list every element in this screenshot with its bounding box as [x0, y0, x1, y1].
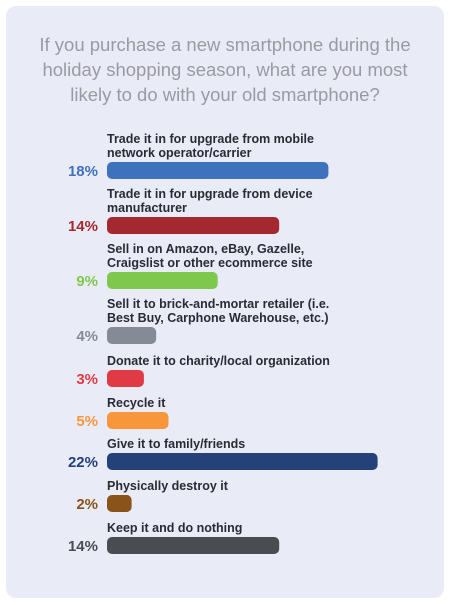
category-label: Physically destroy it — [107, 479, 229, 493]
bar-row: Physically destroy it 2% — [76, 479, 228, 513]
bar-row: Sell in on Amazon, eBay, Gazelle,Craigsl… — [76, 242, 312, 290]
bar-row: Sell it to brick-and-mortar retailer (i.… — [76, 297, 329, 345]
value-label: 9% — [76, 273, 98, 290]
bar — [107, 162, 329, 179]
category-label: Sell in on Amazon, eBay, Gazelle, — [107, 242, 304, 256]
value-label: 5% — [76, 413, 98, 430]
bar — [107, 453, 378, 470]
bar — [107, 537, 280, 554]
value-label: 22% — [68, 454, 98, 471]
bar — [107, 412, 169, 429]
value-label: 14% — [68, 218, 98, 235]
category-label: Craigslist or other ecommerce site — [107, 256, 313, 270]
bar — [107, 327, 157, 344]
bar-row: Donate it to charity/local organization 3… — [76, 354, 330, 388]
bar — [107, 217, 280, 234]
category-label: manufacturer — [107, 201, 187, 215]
category-label: network operator/carrier — [107, 146, 252, 160]
bar — [107, 495, 132, 512]
value-label: 2% — [76, 496, 98, 513]
bar-row: Recycle it 5% — [76, 396, 169, 430]
category-label: Trade it in for upgrade from device — [107, 187, 313, 201]
category-label: Give it to family/friends — [107, 437, 245, 451]
value-label: 14% — [68, 538, 98, 555]
category-label: Donate it to charity/local organization — [107, 354, 330, 368]
chart-title: If you purchase a new smartphone during … — [39, 34, 411, 105]
category-label: Best Buy, Carphone Warehouse, etc.) — [107, 311, 329, 325]
bar-row: Give it to family/friends 22% — [68, 437, 378, 471]
category-label: Keep it and do nothing — [107, 521, 242, 535]
bar — [107, 272, 218, 289]
bar — [107, 370, 144, 387]
value-label: 4% — [76, 328, 98, 345]
bar-row: Trade it in for upgrade from mobilenetwo… — [68, 132, 329, 180]
category-label: Sell it to brick-and-mortar retailer (i.… — [107, 297, 329, 311]
chart-card: If you purchase a new smartphone during … — [6, 6, 444, 598]
value-label: 3% — [76, 371, 98, 388]
bar-row: Keep it and do nothing 14% — [68, 521, 280, 555]
value-label: 18% — [68, 163, 98, 180]
category-label: Recycle it — [107, 396, 166, 410]
bar-row: Trade it in for upgrade from devicemanuf… — [68, 187, 313, 235]
category-label: Trade it in for upgrade from mobile — [107, 132, 314, 146]
